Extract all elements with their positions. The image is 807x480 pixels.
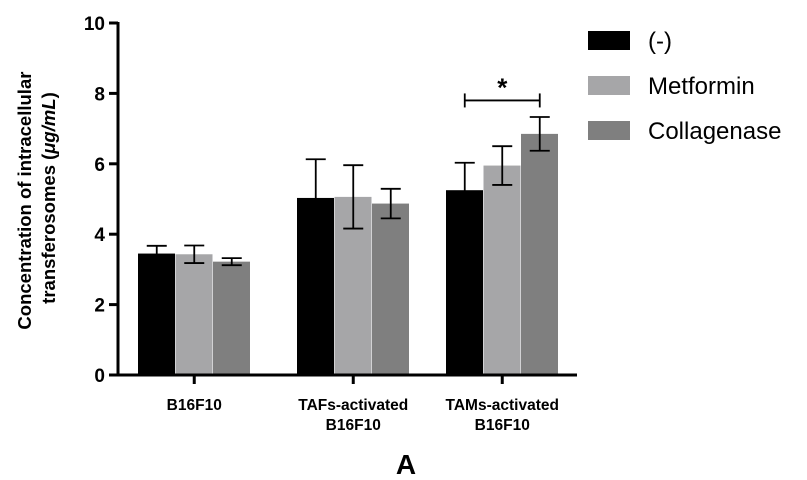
- y-tick-label-2: 2: [94, 296, 105, 317]
- x-tick-label-line: TAMs-activated: [446, 397, 559, 414]
- bar--0: [138, 253, 175, 375]
- bars: [138, 133, 558, 375]
- legend-swatch: [588, 76, 630, 95]
- legend-swatch: [588, 121, 630, 140]
- bar-metformin-2: [483, 165, 521, 375]
- error-bar-0-2: [454, 161, 475, 219]
- error-bar-1-2: [492, 145, 513, 186]
- error-bar-1-1: [343, 164, 364, 230]
- legend-label: (-): [648, 28, 672, 55]
- bar-metformin-0: [175, 254, 213, 375]
- y-axis-label-line-1: Concentration of intracellular: [14, 72, 35, 330]
- legend: (-) Metformin Collagenase: [588, 28, 781, 145]
- x-tick-label-line: TAFs-activated: [298, 397, 408, 414]
- x-tick-label-line: B16F10: [167, 397, 222, 414]
- legend-item-2: Collagenase: [588, 118, 781, 145]
- x-tick-label-1: TAFs-activated B16F10: [298, 397, 408, 434]
- y-axis-label-unit: μg/mL: [38, 98, 59, 154]
- x-tick-label-2: TAMs-activated B16F10: [446, 397, 559, 434]
- bar-collagenase-0: [213, 261, 250, 375]
- x-axis: B16F10 TAFs-activated B16F10TAMs-activated…: [116, 373, 577, 434]
- y-tick-label-0: 0: [94, 366, 105, 387]
- error-bar-2-2: [529, 116, 550, 152]
- x-tick-label-line: B16F10: [475, 417, 530, 434]
- legend-swatch: [588, 31, 630, 50]
- bar--2: [446, 190, 483, 375]
- y-tick-label-10: 10: [84, 14, 105, 35]
- error-bar-2-0: [221, 257, 242, 267]
- legend-label: Collagenase: [648, 118, 781, 145]
- error-bar-0-0: [146, 244, 167, 263]
- legend-label: Metformin: [648, 73, 755, 100]
- significance-annotation: *: [463, 72, 541, 108]
- legend-item-1: Metformin: [588, 73, 755, 100]
- y-axis: 0 2 4 6 8 10: [84, 14, 120, 387]
- y-axis-label-line-2: transferosomes (μg/mL): [38, 92, 59, 304]
- error-bar-2-1: [380, 187, 401, 220]
- x-tick-label-0: B16F10: [167, 397, 222, 414]
- y-tick-label-8: 8: [94, 84, 105, 105]
- error-bar-1-0: [184, 244, 205, 264]
- legend-item-0: (-): [588, 28, 672, 55]
- x-tick-label-line: B16F10: [326, 417, 381, 434]
- y-axis-label: Concentration of intracellular transfero…: [14, 66, 59, 329]
- error-bar-0-1: [305, 158, 326, 238]
- y-axis-label-text: transferosomes (: [38, 153, 59, 304]
- significance-star: *: [497, 72, 508, 102]
- bar-collagenase-2: [521, 133, 558, 375]
- y-tick-label-4: 4: [94, 225, 105, 246]
- bar-collagenase-1: [372, 203, 409, 375]
- panel-label: A: [396, 449, 416, 480]
- y-tick-label-6: 6: [94, 155, 105, 176]
- error-bars: [146, 116, 550, 267]
- y-axis-label-close: ): [38, 92, 59, 98]
